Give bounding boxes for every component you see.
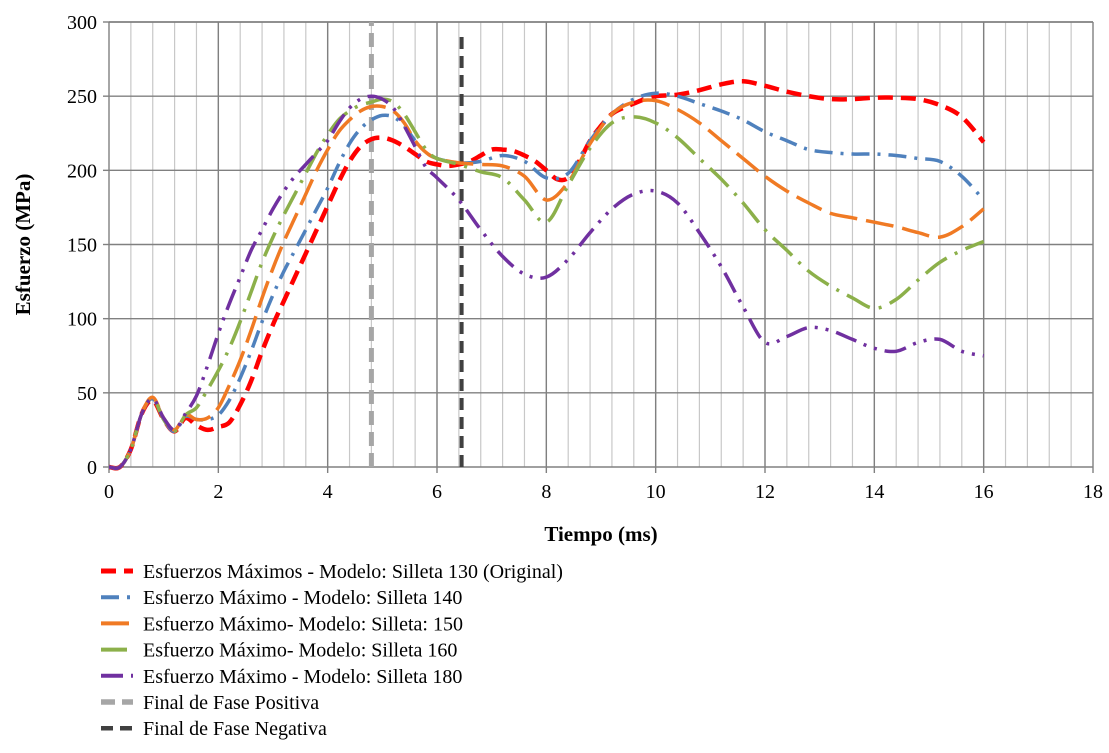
legend: Esfuerzos Máximos - Modelo: Silleta 130 … bbox=[101, 561, 563, 740]
legend-label: Esfuerzo Máximo- Modelo: Silleta: 150 bbox=[143, 613, 463, 635]
x-tick-label: 6 bbox=[432, 481, 442, 503]
x-tick-label: 12 bbox=[755, 481, 775, 503]
legend-item: Esfuerzo Máximo - Modelo: Silleta 140 bbox=[101, 587, 462, 609]
legend-label: Esfuerzo Máximo - Modelo: Silleta 140 bbox=[143, 587, 462, 609]
series-4-line bbox=[108, 97, 985, 471]
x-axis-title: Tiempo (ms) bbox=[544, 522, 657, 546]
legend-label: Esfuerzo Máximo - Modelo: Silleta 180 bbox=[143, 666, 462, 688]
legend-item: Esfuerzos Máximos - Modelo: Silleta 130 … bbox=[101, 561, 563, 583]
series-5-line bbox=[108, 94, 985, 471]
x-tick-label: 18 bbox=[1083, 481, 1103, 503]
legend-item: Esfuerzo Máximo- Modelo: Silleta: 150 bbox=[101, 613, 463, 635]
tick-labels: 0 2 4 6 8 10 12 14 16 18 0 50 100 150 200 250 300 bbox=[67, 12, 1103, 503]
y-tick-label: 200 bbox=[67, 160, 97, 182]
legend-item: Final de Fase Positiva bbox=[101, 692, 319, 714]
plot-frame bbox=[103, 21, 1094, 473]
x-tick-label: 0 bbox=[104, 481, 114, 503]
y-tick-label: 0 bbox=[87, 457, 97, 479]
legend-item: Esfuerzo Máximo - Modelo: Silleta 180 bbox=[101, 666, 462, 688]
y-tick-label: 150 bbox=[67, 235, 97, 257]
x-tick-label: 2 bbox=[213, 481, 223, 503]
legend-item: Esfuerzo Máximo- Modelo: Silleta 160 bbox=[101, 640, 457, 662]
legend-label: Esfuerzos Máximos - Modelo: Silleta 130 … bbox=[143, 561, 563, 583]
y-axis-title: Esfuerzo (MPa) bbox=[11, 174, 35, 316]
series-3-line bbox=[108, 98, 985, 471]
y-tick-label: 50 bbox=[77, 383, 97, 405]
x-tick-label: 4 bbox=[323, 481, 333, 503]
y-tick-label: 250 bbox=[67, 86, 97, 108]
x-tick-label: 8 bbox=[541, 481, 551, 503]
y-tick-label: 300 bbox=[67, 12, 97, 34]
x-tick-label: 10 bbox=[646, 481, 666, 503]
series-layer bbox=[108, 22, 986, 471]
legend-label: Esfuerzo Máximo- Modelo: Silleta 160 bbox=[143, 640, 457, 662]
x-tick-label: 14 bbox=[864, 481, 884, 503]
legend-label: Final de Fase Positiva bbox=[143, 692, 319, 714]
legend-item: Final de Fase Negativa bbox=[101, 718, 327, 740]
y-tick-label: 100 bbox=[67, 309, 97, 331]
grid bbox=[109, 21, 1093, 467]
legend-label: Final de Fase Negativa bbox=[143, 718, 327, 740]
x-tick-label: 16 bbox=[974, 481, 994, 503]
